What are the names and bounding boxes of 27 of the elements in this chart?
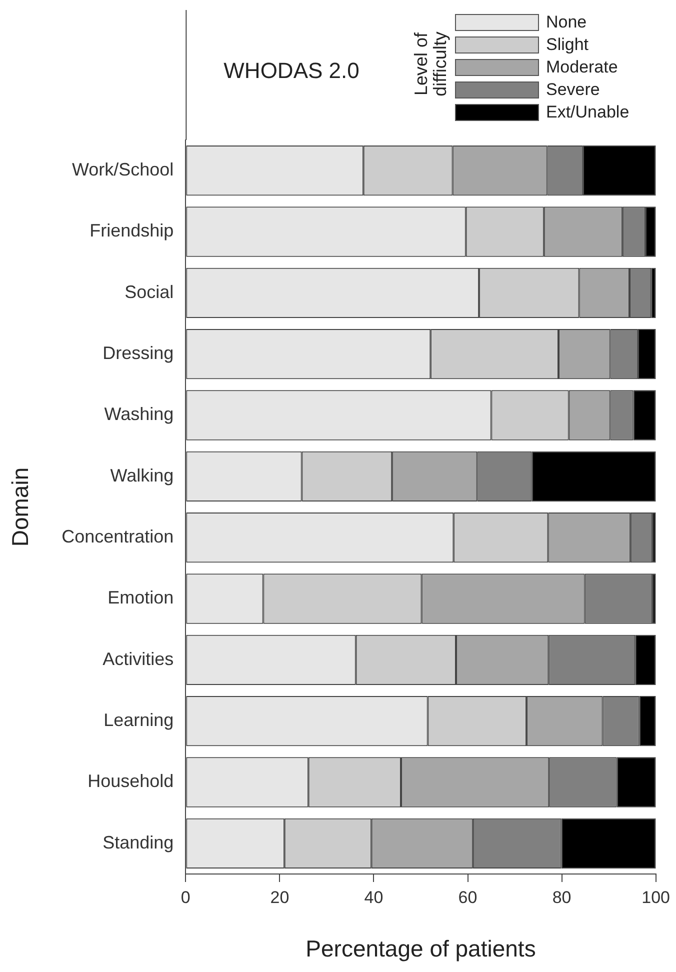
x-tick-label: 60 — [458, 888, 478, 907]
x-tick-label: 0 — [180, 888, 190, 907]
y-tick-label: Emotion — [108, 588, 174, 608]
y-tick-label: Concentration — [62, 526, 174, 547]
x-tick-label: 20 — [270, 888, 290, 907]
legend-label: Slight — [546, 35, 589, 54]
y-axis-title: Domain — [7, 467, 34, 547]
x-axis-title: Percentage of patients — [306, 936, 536, 962]
legend-label: Moderate — [546, 58, 618, 77]
legend-label: Ext/Unable — [546, 102, 630, 122]
y-tick-label: Friendship — [90, 220, 174, 241]
y-tick-label: Household — [88, 771, 174, 792]
y-tick-label: Washing — [104, 404, 174, 424]
x-tick-label: 100 — [642, 888, 670, 907]
y-tick-label: Walking — [110, 465, 174, 486]
chart-title: WHODAS 2.0 — [224, 58, 360, 84]
y-tick-label: Learning — [104, 710, 174, 730]
y-tick-label: Social — [124, 282, 174, 302]
legend-title: Level of difficulty — [411, 31, 450, 96]
y-tick-label: Dressing — [102, 343, 174, 364]
legend-label: None — [546, 12, 587, 32]
y-tick-label: Activities — [102, 648, 174, 669]
x-tick-label: 40 — [364, 888, 384, 907]
y-tick-label: Standing — [102, 832, 174, 852]
x-tick-label: 80 — [552, 888, 572, 907]
y-tick-label: Work/School — [72, 160, 174, 180]
legend-label: Severe — [546, 80, 600, 100]
